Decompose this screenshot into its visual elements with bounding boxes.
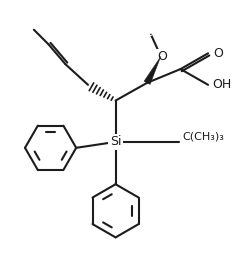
Text: O: O	[144, 26, 154, 39]
Text: O: O	[0, 272, 1, 273]
Text: C(CH₃)₃: C(CH₃)₃	[182, 131, 224, 141]
Text: OH: OH	[212, 78, 231, 91]
Text: O: O	[157, 50, 167, 63]
Polygon shape	[144, 56, 161, 84]
Text: O: O	[0, 272, 1, 273]
Text: O: O	[0, 272, 1, 273]
Text: O: O	[213, 47, 223, 60]
Text: Si: Si	[110, 135, 121, 149]
Text: O: O	[0, 272, 1, 273]
